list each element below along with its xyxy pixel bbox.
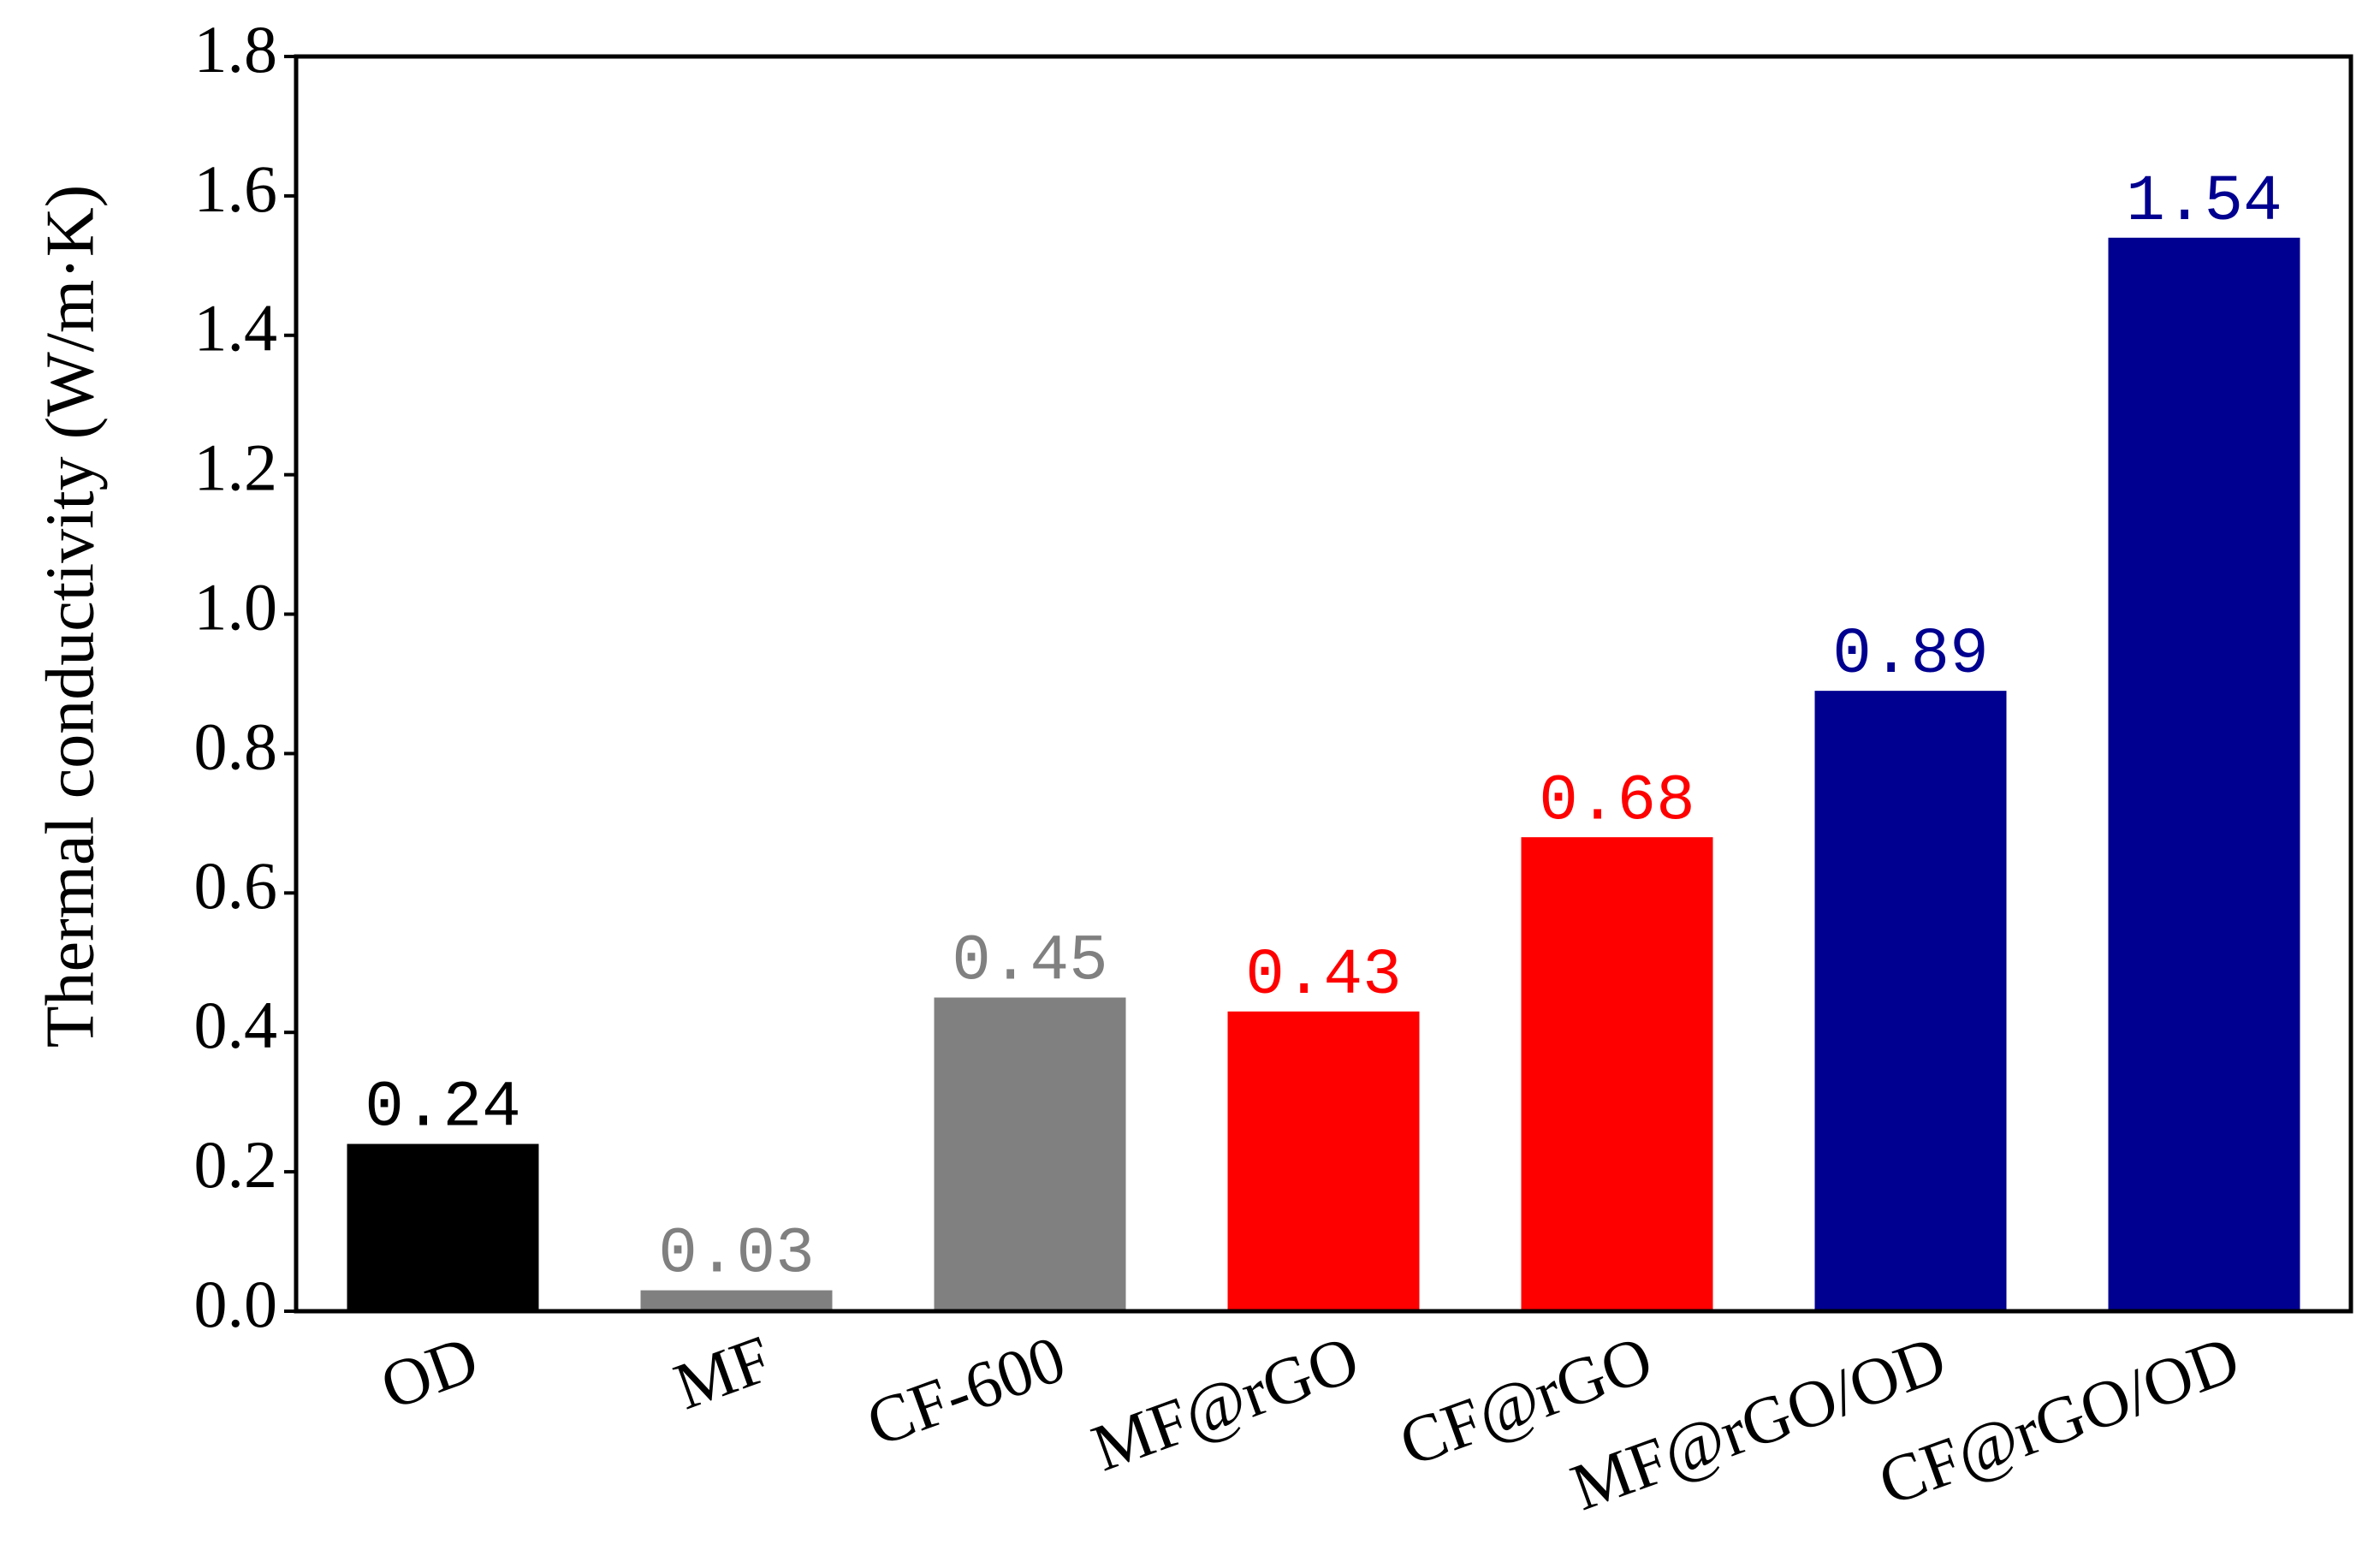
data-label: 0.24 (365, 1072, 520, 1145)
y-tick-label: 0.8 (194, 709, 278, 783)
x-tick-label: CF-600 (858, 1321, 1075, 1460)
data-label: 0.43 (1245, 939, 1401, 1013)
data-label: 0.89 (1832, 618, 1988, 692)
y-tick-label: 0.4 (194, 988, 278, 1062)
data-label: 0.68 (1539, 764, 1694, 838)
plot-frame (294, 54, 2353, 1314)
data-label: 0.45 (952, 925, 1107, 999)
bar (2108, 237, 2300, 1311)
y-tick-label: 0.6 (194, 848, 278, 923)
y-tick-label: 0.0 (194, 1267, 278, 1341)
bar (640, 1290, 833, 1311)
data-label: 1.54 (2126, 165, 2282, 239)
y-tick-label: 0.2 (194, 1127, 278, 1202)
y-tick-label: 1.8 (194, 12, 278, 86)
bar (934, 997, 1126, 1311)
bar (347, 1143, 539, 1311)
x-tick-label: OD (371, 1321, 488, 1423)
y-tick-label: 1.6 (194, 151, 278, 226)
data-label: 0.03 (658, 1218, 814, 1292)
y-tick-label: 1.2 (194, 431, 278, 505)
bar (1227, 1011, 1420, 1311)
y-tick-label: 1.4 (194, 291, 278, 365)
x-tick-label: MF (665, 1321, 781, 1423)
y-tick-label: 1.0 (194, 569, 278, 644)
bar (1521, 837, 1713, 1311)
bar (1814, 691, 2007, 1311)
x-tick-label: MF@rGO (1083, 1321, 1368, 1485)
y-axis-title: Thermal conductivity (W/m·K) (33, 185, 108, 1048)
